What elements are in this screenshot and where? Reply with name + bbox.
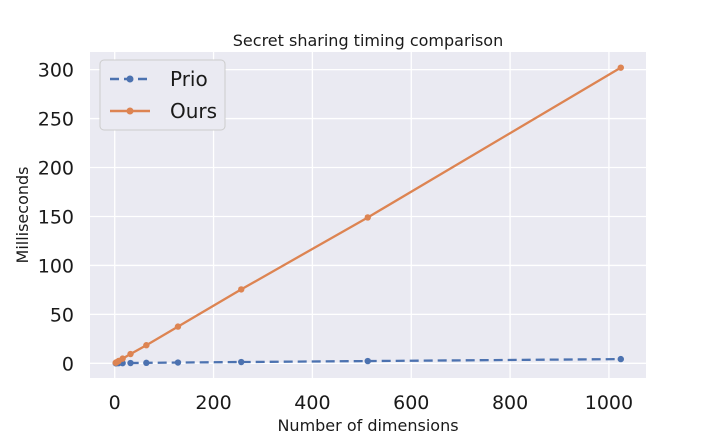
data-point-prio xyxy=(617,355,624,363)
chart-title: Secret sharing timing comparison xyxy=(233,31,503,50)
legend: Prio Ours xyxy=(99,59,226,131)
data-point-prio xyxy=(127,359,134,367)
x-tick-label: 1000 xyxy=(585,392,633,414)
legend-label-ours: Ours xyxy=(170,99,217,123)
y-tick-label: 300 xyxy=(38,60,74,82)
legend-label-prio: Prio xyxy=(170,67,208,91)
data-point-prio xyxy=(364,357,371,365)
data-point-ours xyxy=(364,214,371,221)
x-tick-label: 200 xyxy=(195,392,231,414)
y-axis-label: Milliseconds xyxy=(13,167,32,264)
x-axis-label: Number of dimensions xyxy=(277,416,458,432)
data-point-ours xyxy=(238,286,245,293)
data-point-ours xyxy=(617,64,624,71)
legend-marker-prio xyxy=(126,75,134,83)
data-point-ours xyxy=(143,342,150,349)
data-point-prio xyxy=(174,359,182,366)
y-tick-label: 0 xyxy=(62,353,74,375)
legend-marker-ours xyxy=(126,107,134,115)
x-tick-label: 800 xyxy=(492,392,528,414)
x-tick-label: 0 xyxy=(109,392,121,414)
x-tick-label: 400 xyxy=(294,392,330,414)
y-tick-label: 100 xyxy=(38,255,74,277)
data-point-prio xyxy=(143,359,150,367)
y-tick-label: 250 xyxy=(38,109,74,131)
data-point-prio xyxy=(238,358,245,366)
series-layer xyxy=(112,64,624,367)
y-tick-label: 150 xyxy=(38,206,74,228)
y-tick-label: 200 xyxy=(38,158,74,180)
y-tick-label: 50 xyxy=(50,304,74,326)
data-point-ours xyxy=(127,350,134,358)
data-point-ours xyxy=(174,323,182,330)
tick-labels: 0 200 400 600 800 1000 0 50 100 150 200 250 300 xyxy=(38,60,633,414)
x-tick-label: 600 xyxy=(393,392,429,414)
data-point-ours xyxy=(119,355,126,362)
